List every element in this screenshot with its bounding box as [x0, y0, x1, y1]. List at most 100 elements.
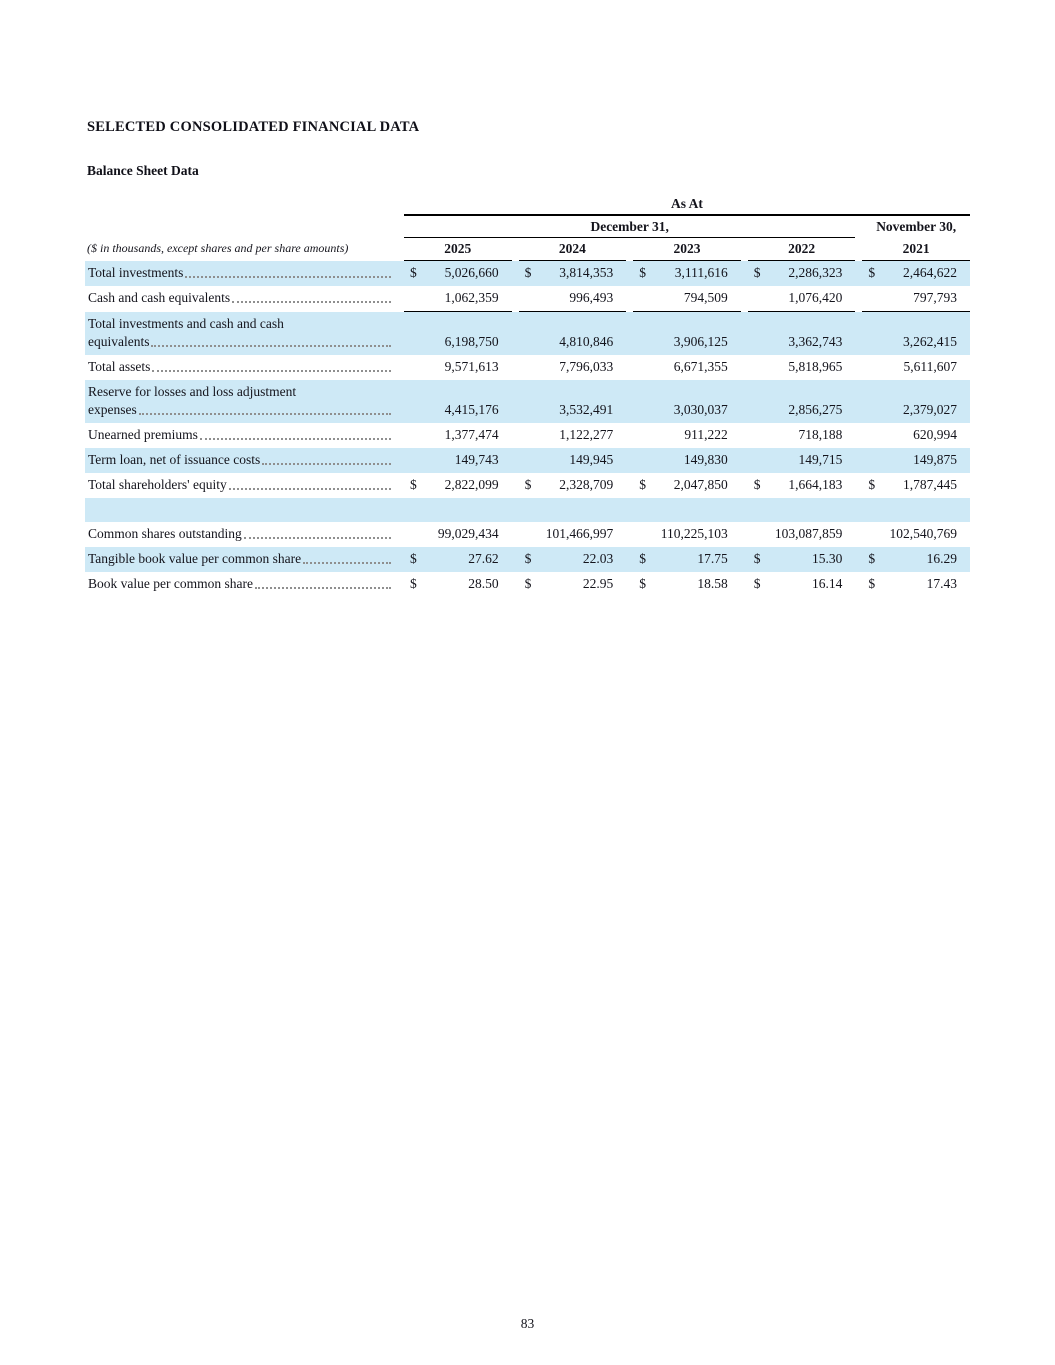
cell-value: 2,379,027 [902, 402, 957, 417]
cell-value: 15.30 [812, 551, 843, 566]
dotted-leader [152, 370, 391, 372]
cell-value: 102,540,769 [889, 526, 957, 541]
cell-value: 7,796,033 [559, 359, 614, 374]
dotted-leader [151, 345, 391, 347]
dollar-sign: $ [524, 477, 532, 492]
table-row: Total shareholders' equity $2,822,099 $2,3… [85, 473, 970, 498]
cell-value: 103,087,859 [774, 526, 843, 541]
year-header: 2024 [518, 241, 627, 261]
november-30-header: November 30, [876, 219, 957, 234]
cell-value: 3,362,743 [788, 334, 843, 349]
dollar-sign: $ [639, 551, 646, 566]
dollar-sign: $ [753, 576, 761, 591]
value-cell: $2,464,622 [862, 261, 970, 286]
spacer-row [85, 498, 970, 522]
cell-value: 149,743 [454, 452, 499, 467]
cell-value: 620,994 [913, 427, 957, 442]
year-header: 2025 [404, 241, 512, 261]
row-label-text: expenses [88, 402, 137, 417]
cell-value: 1,787,445 [902, 477, 957, 492]
row-label: Cash and cash equivalents [85, 286, 397, 312]
value-cell: 7,796,033 [519, 355, 627, 380]
value-cell: 3,362,743 [748, 312, 856, 355]
cell-value: 5,818,965 [788, 359, 843, 374]
row-label-line: Total investments and cash and cash [88, 316, 284, 331]
value-cell: 149,743 [404, 448, 512, 473]
dollar-sign: $ [524, 551, 532, 566]
cell-value: 18.58 [697, 576, 728, 591]
value-cell: 911,222 [633, 423, 741, 448]
cell-value: 1,076,420 [788, 290, 843, 305]
cell-value: 3,111,616 [674, 265, 728, 280]
cell-value: 16.14 [812, 576, 843, 591]
cell-value: 5,611,607 [903, 359, 957, 374]
cell-value: 110,225,103 [660, 526, 728, 541]
value-cell: 3,532,491 [519, 380, 627, 423]
dollar-sign: $ [410, 576, 417, 591]
table-body: Total investments $5,026,660 $3,814,353 $3,… [85, 261, 970, 597]
value-cell: $17.75 [633, 547, 741, 572]
cell-value: 101,466,997 [545, 526, 614, 541]
table-column-headers: As At December 31, November 30, 2025 2024… [397, 196, 970, 261]
as-at-header: As At [404, 196, 970, 216]
row-label: Reserve for losses and loss adjustment ex… [85, 380, 397, 423]
dotted-leader [199, 438, 391, 440]
value-cell: $22.95 [519, 572, 627, 597]
cell-value: 3,814,353 [559, 265, 614, 280]
cell-value: 5,026,660 [444, 265, 499, 280]
value-cell: 5,611,607 [862, 355, 970, 380]
december-31-header: December 31, [404, 219, 856, 238]
row-label-line: Reserve for losses and loss adjustment [88, 384, 297, 399]
table-header: ($ in thousands, except shares and per s… [85, 196, 970, 261]
year-header: 2023 [633, 241, 741, 261]
value-cell: $3,814,353 [519, 261, 627, 286]
dollar-sign: $ [639, 576, 646, 591]
year-header: 2021 [862, 241, 970, 261]
value-cell: 797,793 [862, 286, 970, 312]
cell-value: 2,047,850 [673, 477, 728, 492]
cell-value: 2,286,323 [788, 265, 843, 280]
value-cell: 149,945 [519, 448, 627, 473]
value-cell: 9,571,613 [404, 355, 512, 380]
cell-value: 149,945 [569, 452, 614, 467]
date-group-row: December 31, November 30, [397, 219, 970, 238]
row-label-text: Total assets [88, 359, 151, 374]
table-row: Common shares outstanding 99,029,434 101,4… [85, 522, 970, 547]
value-cell: 149,875 [862, 448, 970, 473]
page-number: 83 [520, 1316, 535, 1331]
cell-value: 99,029,434 [437, 526, 499, 541]
row-label: Term loan, net of issuance costs [85, 448, 397, 473]
value-cell: 99,029,434 [404, 522, 512, 547]
dotted-leader [138, 413, 391, 415]
balance-sheet-table: ($ in thousands, except shares and per s… [85, 196, 970, 597]
cell-value: 4,810,846 [559, 334, 614, 349]
row-label: Unearned premiums [85, 423, 397, 448]
page-title: SELECTED CONSOLIDATED FINANCIAL DATA [87, 119, 420, 135]
value-cell: 2,856,275 [748, 380, 856, 423]
dotted-leader [262, 463, 391, 465]
row-label-text: Term loan, net of issuance costs [88, 452, 261, 467]
cell-value: 4,415,176 [444, 402, 499, 417]
cell-value: 6,671,355 [673, 359, 728, 374]
row-label: Book value per common share [85, 572, 397, 597]
row-label: Total assets [85, 355, 397, 380]
row-label: Total investments [85, 261, 397, 286]
dollar-sign: $ [524, 265, 532, 280]
dotted-leader [303, 562, 391, 564]
cell-value: 2,822,099 [444, 477, 499, 492]
value-cell: $2,047,850 [633, 473, 741, 498]
cell-value: 17.75 [697, 551, 728, 566]
cell-value: 6,198,750 [444, 334, 499, 349]
table-row: Total assets 9,571,613 7,796,033 6,671,355 5… [85, 355, 970, 380]
value-cell: 3,030,037 [633, 380, 741, 423]
value-cell: 103,087,859 [748, 522, 856, 547]
value-cell: 4,415,176 [404, 380, 512, 423]
cell-value: 149,875 [913, 452, 957, 467]
value-cell: 6,671,355 [633, 355, 741, 380]
row-label-text: Unearned premiums [88, 427, 198, 442]
row-label: Tangible book value per common share [85, 547, 397, 572]
table-row: Total investments $5,026,660 $3,814,353 $3,… [85, 261, 970, 286]
cell-value: 3,262,415 [902, 334, 957, 349]
value-cell: $1,787,445 [862, 473, 970, 498]
value-cell: 110,225,103 [633, 522, 741, 547]
